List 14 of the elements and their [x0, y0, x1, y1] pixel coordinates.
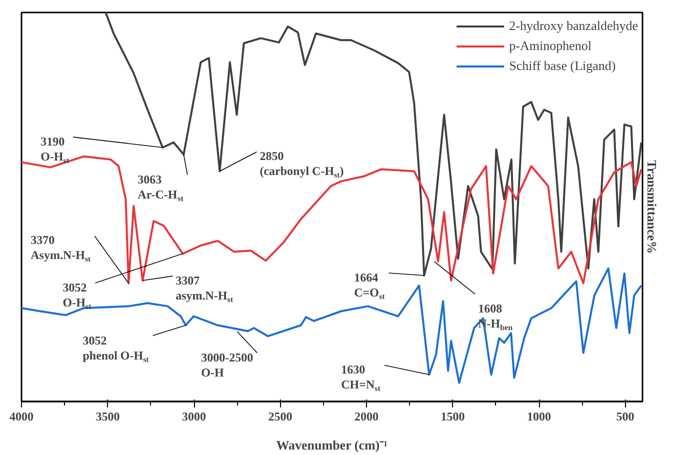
x-tick-label: 3000: [182, 410, 206, 424]
y-axis-title: Transmittance%: [644, 160, 660, 254]
x-tick-label: 1000: [527, 410, 551, 424]
x-axis-title: Wavenumber (cm)⁻¹: [276, 438, 388, 452]
x-tick-label: 3500: [96, 410, 120, 424]
legend-label: 2-hydroxy banzaldehyde: [509, 18, 638, 34]
x-tick-label: 2500: [268, 410, 292, 424]
x-tick-label: 500: [616, 410, 634, 424]
x-tick-label: 4000: [10, 410, 34, 424]
legend-label: p-Aminophenol: [509, 38, 592, 54]
legend-label: Schiff base (Ligand): [509, 58, 616, 74]
annotation: 3000-2500 O-H: [201, 350, 254, 380]
x-tick-label: 2000: [354, 410, 378, 424]
x-tick-label: 1500: [440, 410, 465, 424]
